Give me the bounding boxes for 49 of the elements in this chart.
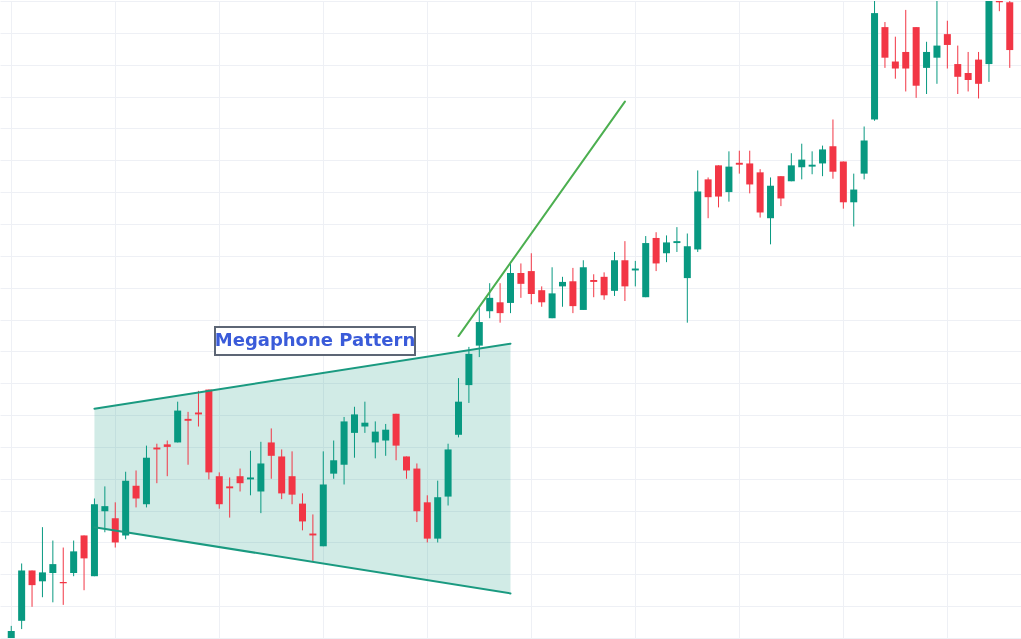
candlestick	[663, 234, 671, 263]
candlestick	[954, 45, 962, 95]
candlestick	[808, 150, 816, 175]
candlestick	[559, 276, 567, 308]
candlestick	[236, 468, 244, 492]
annotation: Megaphone Pattern	[214, 329, 416, 350]
candlestick	[496, 282, 504, 324]
candlestick	[746, 150, 754, 194]
candlestick	[964, 51, 972, 92]
candlestick	[382, 423, 390, 457]
candlestick	[787, 152, 795, 182]
candlestick	[923, 41, 931, 95]
candlestick	[486, 282, 494, 319]
candlestick	[902, 9, 910, 92]
candlestick	[527, 252, 535, 305]
candlestick	[246, 450, 254, 496]
candlestick	[590, 273, 598, 298]
candlestick	[475, 307, 483, 358]
candlestick	[226, 476, 234, 519]
candlestick	[38, 526, 46, 598]
candlestick	[267, 427, 275, 480]
candlestick	[798, 143, 806, 180]
candlestick	[132, 469, 140, 508]
candlestick	[80, 534, 88, 591]
candlestick	[517, 262, 525, 299]
candlestick	[371, 420, 379, 459]
candlestick	[943, 20, 951, 70]
candlestick	[361, 401, 369, 434]
candlestick	[163, 440, 171, 477]
candlestick	[704, 176, 712, 219]
candlestick	[350, 406, 358, 459]
candlestick	[777, 175, 785, 207]
candlestick	[735, 150, 743, 175]
candlestick	[28, 569, 36, 608]
candlestick	[891, 36, 899, 80]
candlestick	[850, 173, 858, 227]
candlestick	[49, 540, 57, 603]
candlestick	[184, 411, 192, 466]
candlestick	[298, 492, 306, 531]
candlestick	[819, 145, 827, 177]
candlestick	[330, 440, 338, 480]
candlestick	[538, 285, 546, 308]
candlestick	[288, 450, 296, 505]
candlestick	[933, 0, 941, 85]
candlestick	[101, 485, 109, 533]
candlestick	[673, 226, 681, 253]
candlestick	[402, 455, 410, 480]
candlestick	[70, 540, 78, 577]
candlestick	[600, 271, 608, 301]
